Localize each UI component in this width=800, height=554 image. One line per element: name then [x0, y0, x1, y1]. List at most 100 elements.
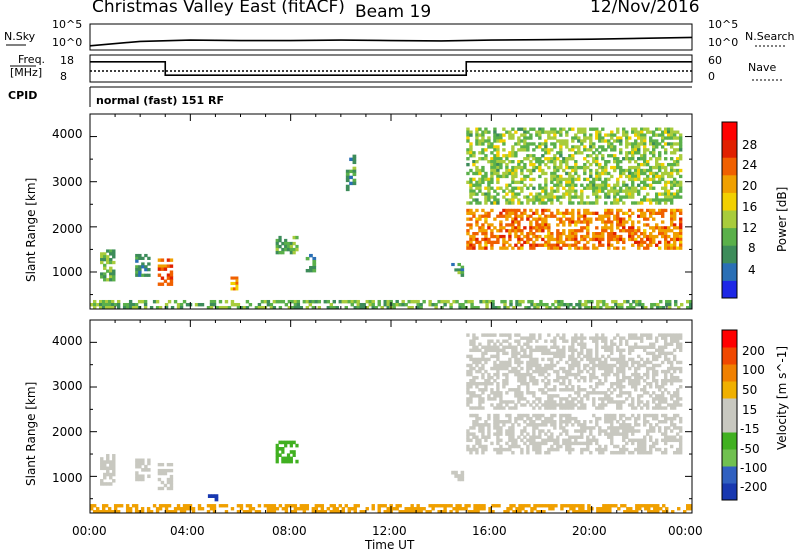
- velocity-heatmap-cell: [502, 333, 506, 337]
- velocity-heatmap-cell: [526, 385, 530, 389]
- velocity-heatmap-cell: [169, 474, 174, 479]
- power-heatmap-cell: [646, 148, 650, 152]
- velocity-heatmap-cell: [672, 423, 677, 427]
- power-heatmap-cell: [496, 168, 500, 173]
- xlabel: Time UT: [365, 538, 415, 552]
- velocity-heatmap-cell: [660, 385, 665, 389]
- velocity-heatmap-cell: [646, 420, 650, 424]
- velocity-heatmap-cell: [589, 420, 593, 424]
- velocity-heatmap-cell: [529, 336, 533, 340]
- velocity-heatmap-cell: [616, 372, 620, 377]
- power-heatmap-cell: [466, 127, 470, 131]
- power-heatmap-cell: [592, 211, 596, 215]
- power-heatmap-cell: [601, 136, 605, 140]
- power-heatmap-cell: [547, 240, 551, 245]
- power-heatmap-cell: [352, 178, 357, 183]
- power-heatmap-cell: [517, 142, 521, 146]
- power-heatmap-cell: [666, 246, 671, 250]
- power-heatmap-cell: [431, 302, 435, 307]
- velocity-heatmap-cell: [469, 357, 473, 362]
- power-heatmap-cell: [672, 136, 677, 140]
- velocity-heatmap-cell: [583, 363, 587, 368]
- velocity-heatmap-cell: [490, 382, 494, 386]
- velocity-heatmap-cell: [502, 360, 506, 365]
- velocity-heatmap-cell: [478, 406, 482, 410]
- velocity-heatmap-cell: [135, 477, 139, 482]
- power-heatmap-cell: [660, 171, 665, 176]
- power-heatmap-cell: [625, 145, 629, 149]
- power-heatmap-cell: [547, 208, 551, 213]
- power-heatmap-cell: [475, 232, 479, 236]
- power-heatmap-cell: [478, 243, 482, 247]
- power-heatmap-cell: [666, 240, 671, 245]
- velocity-heatmap-cell: [616, 450, 620, 455]
- velocity-heatmap-cell: [672, 400, 677, 404]
- power-heatmap-cell: [604, 223, 608, 227]
- power-heatmap-cell: [604, 177, 608, 182]
- power-heatmap-cell: [607, 145, 611, 149]
- velocity-heatmap-cell: [663, 342, 668, 346]
- power-heatmap-cell: [595, 211, 599, 215]
- velocity-heatmap-cell: [550, 423, 554, 427]
- velocity-heatmap-cell: [592, 426, 596, 430]
- velocity-heatmap-cell: [473, 504, 477, 508]
- power-heatmap-cell: [607, 246, 611, 250]
- velocity-heatmap-cell: [224, 510, 229, 514]
- power-heatmap-cell: [487, 240, 491, 245]
- power-heatmap-cell: [508, 198, 512, 202]
- velocity-heatmap-cell: [660, 391, 665, 395]
- velocity-heatmap-cell: [604, 403, 608, 407]
- power-heatmap-cell: [144, 253, 148, 258]
- velocity-heatmap-cell: [623, 510, 627, 514]
- velocity-heatmap-cell: [182, 510, 187, 514]
- power-heatmap-cell: [493, 160, 497, 164]
- velocity-heatmap-cell: [666, 351, 671, 356]
- power-heatmap-cell: [356, 299, 360, 304]
- velocity-heatmap-cell: [666, 342, 671, 346]
- velocity-heatmap-cell: [185, 507, 190, 511]
- power-heatmap-cell: [657, 192, 662, 196]
- power-heatmap-cell: [607, 133, 611, 137]
- power-heatmap-cell: [103, 263, 107, 268]
- velocity-heatmap-cell: [655, 357, 659, 362]
- power-heatmap-cell: [660, 130, 665, 134]
- velocity-heatmap-cell: [672, 426, 677, 430]
- power-heatmap-cell: [655, 234, 659, 239]
- power-heatmap-cell: [541, 198, 545, 202]
- power-heatmap-cell: [478, 214, 482, 218]
- power-heatmap-cell: [562, 211, 566, 215]
- velocity-heatmap-cell: [469, 438, 473, 443]
- velocity-heatmap-cell: [431, 507, 435, 511]
- power-heatmap-cell: [553, 189, 557, 193]
- velocity-heatmap-cell: [469, 406, 473, 410]
- power-heatmap-cell: [634, 130, 638, 134]
- velocity-heatmap-cell: [517, 351, 521, 356]
- velocity-heatmap-cell: [672, 416, 677, 421]
- power-heatmap-cell: [517, 136, 521, 140]
- power-heatmap-cell: [496, 148, 500, 152]
- velocity-heatmap-cell: [508, 357, 512, 362]
- velocity-heatmap-cell: [614, 504, 618, 508]
- power-heatmap-cell: [640, 127, 644, 131]
- velocity-heatmap-cell: [533, 504, 537, 508]
- power-heatmap-cell: [505, 130, 509, 134]
- power-heatmap-cell: [565, 208, 569, 213]
- power-heatmap-cell: [523, 145, 527, 149]
- velocity-heatmap-cell: [541, 366, 545, 371]
- power-heatmap-cell: [637, 133, 641, 137]
- power-heatmap-cell: [520, 127, 524, 131]
- velocity-heatmap-cell: [544, 391, 548, 395]
- power-heatmap-cell: [657, 229, 662, 233]
- velocity-heatmap-cell: [580, 450, 584, 455]
- power-heatmap-cell: [672, 162, 677, 167]
- power-heatmap-cell: [98, 305, 103, 310]
- velocity-heatmap-cell: [556, 351, 560, 356]
- power-heatmap-cell: [598, 133, 602, 137]
- velocity-heatmap-cell: [475, 406, 479, 410]
- power-heatmap-cell: [547, 223, 551, 227]
- velocity-heatmap-cell: [622, 413, 626, 418]
- power-heatmap-cell: [517, 223, 521, 227]
- power-heatmap-cell: [466, 229, 470, 233]
- power-heatmap-cell: [416, 305, 420, 310]
- power-heatmap-cell: [529, 168, 533, 173]
